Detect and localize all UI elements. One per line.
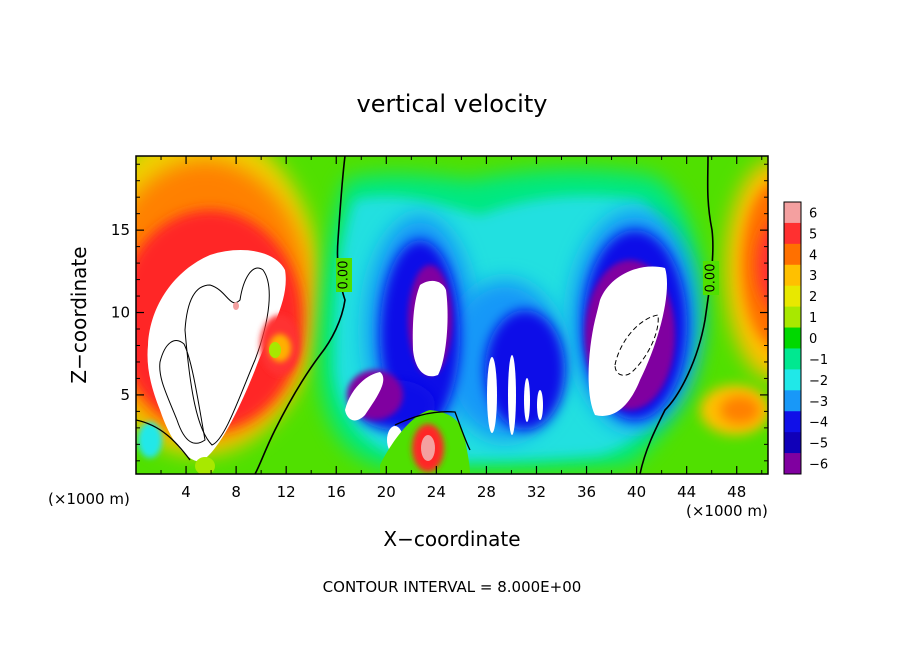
colorbar-label: 4 bbox=[809, 248, 817, 263]
colorbar-label: −3 bbox=[809, 395, 828, 410]
contour-interval-note: CONTOUR INTERVAL = 8.000E+00 bbox=[323, 578, 582, 596]
colorbar-swatch bbox=[784, 348, 801, 370]
x-axis-label: X−coordinate bbox=[383, 527, 520, 551]
colorbar-swatch bbox=[784, 432, 801, 454]
colorbar-swatch bbox=[784, 264, 801, 287]
colorbar-label: −6 bbox=[809, 458, 828, 473]
colorbar-swatch bbox=[784, 306, 801, 329]
colorbar-swatch bbox=[784, 390, 801, 412]
colorbar-swatch bbox=[784, 453, 801, 475]
updraft-region-right bbox=[700, 161, 768, 435]
y-axis-label: Z−coordinate bbox=[67, 246, 91, 383]
x-axis-unit-left: (×1000 m) bbox=[48, 490, 130, 508]
x-tick-label: 44 bbox=[677, 483, 696, 501]
warm-bubble bbox=[412, 424, 444, 472]
colorbar-swatch bbox=[784, 327, 801, 349]
colorbar-label: 3 bbox=[809, 269, 817, 284]
updraft-region-left bbox=[136, 156, 320, 474]
plot-area: 0.00 0.00 bbox=[136, 156, 768, 474]
colorbar-frame bbox=[783, 201, 802, 475]
x-axis-unit-right: (×1000 m) bbox=[686, 502, 768, 520]
colorbar-label: 2 bbox=[809, 290, 817, 305]
x-tick-label: 8 bbox=[231, 483, 241, 501]
colorbar-label: 5 bbox=[809, 227, 817, 242]
x-tick-label: 20 bbox=[377, 483, 396, 501]
colorbar-swatch bbox=[784, 202, 801, 224]
colorbar: 6 5 4 3 2 1 0 −1 −2 −3 −4 −5 −6 bbox=[783, 201, 828, 475]
colorbar-label: −5 bbox=[809, 437, 828, 452]
colorbar-label: 6 bbox=[809, 206, 817, 221]
x-tick-label: 40 bbox=[627, 483, 646, 501]
x-tick-label: 28 bbox=[477, 483, 496, 501]
colorbar-swatch bbox=[784, 285, 801, 308]
y-tick-label: 15 bbox=[111, 221, 130, 239]
zero-contour-right bbox=[639, 156, 714, 474]
x-tick-label: 36 bbox=[577, 483, 596, 501]
colorbar-swatch bbox=[784, 411, 801, 433]
colorbar-swatch bbox=[784, 369, 801, 391]
colorbar-label: −4 bbox=[809, 416, 828, 431]
colorbar-label: 1 bbox=[809, 311, 817, 326]
x-tick-label: 32 bbox=[527, 483, 546, 501]
y-tick-label: 10 bbox=[111, 304, 130, 322]
x-tick-label: 12 bbox=[277, 483, 296, 501]
plot-frame bbox=[135, 155, 769, 475]
zero-contour-left bbox=[254, 156, 346, 474]
x-tick-label: 24 bbox=[427, 483, 446, 501]
zero-contour-floor bbox=[136, 411, 471, 461]
colorbar-swatch bbox=[784, 222, 801, 245]
colorbar-swatch bbox=[784, 243, 801, 266]
y-tick-label: 5 bbox=[120, 386, 130, 404]
contour-label-right: 0.00 bbox=[704, 264, 719, 293]
colorbar-label: −1 bbox=[809, 353, 828, 368]
contour-label-left: 0.00 bbox=[337, 261, 352, 290]
downdraft-region bbox=[318, 169, 701, 474]
chart-title: vertical velocity bbox=[357, 90, 548, 118]
colorbar-label: −2 bbox=[809, 374, 828, 389]
x-tick-label: 48 bbox=[727, 483, 746, 501]
x-tick-label: 16 bbox=[327, 483, 346, 501]
x-tick-label: 4 bbox=[181, 483, 191, 501]
colorbar-label: 0 bbox=[809, 332, 817, 347]
